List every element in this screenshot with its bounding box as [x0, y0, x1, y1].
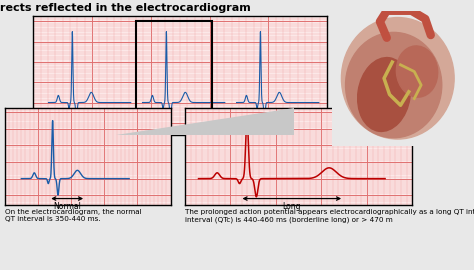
Ellipse shape [346, 32, 442, 138]
Ellipse shape [396, 46, 438, 97]
Text: rects reflected in the electrocardiogram: rects reflected in the electrocardiogram [0, 3, 251, 13]
Text: Long: Long [283, 202, 301, 211]
Text: On the electrocardiogram, the normal
QT interval is 350-440 ms.: On the electrocardiogram, the normal QT … [5, 209, 141, 222]
Text: Normal: Normal [53, 202, 81, 211]
Ellipse shape [341, 18, 454, 139]
Ellipse shape [358, 58, 410, 131]
Text: The prolonged action potential appears electrocardiographically as a long QT int: The prolonged action potential appears e… [185, 209, 474, 223]
Bar [136, 21, 212, 131]
